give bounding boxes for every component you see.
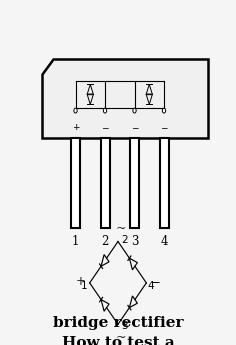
Bar xyxy=(71,138,80,228)
Text: −: − xyxy=(131,123,138,132)
Text: ~: ~ xyxy=(116,221,126,235)
Text: −: − xyxy=(101,123,109,132)
Circle shape xyxy=(103,108,107,113)
Polygon shape xyxy=(42,59,208,138)
Bar xyxy=(130,138,139,228)
Text: −: − xyxy=(160,123,168,132)
Text: 1: 1 xyxy=(81,282,88,291)
Text: +: + xyxy=(72,123,79,132)
Text: ~: ~ xyxy=(116,331,126,344)
Text: 2: 2 xyxy=(122,235,128,245)
Circle shape xyxy=(74,108,77,113)
Text: 2: 2 xyxy=(101,235,109,248)
Text: How to test a: How to test a xyxy=(62,336,174,345)
Circle shape xyxy=(162,108,166,113)
Text: 3: 3 xyxy=(122,321,128,331)
Text: 4: 4 xyxy=(160,235,168,248)
Bar xyxy=(160,138,169,228)
Text: +: + xyxy=(76,275,85,288)
Text: 3: 3 xyxy=(131,235,138,248)
Text: bridge rectifier: bridge rectifier xyxy=(53,316,183,330)
Circle shape xyxy=(133,108,136,113)
Bar xyxy=(101,138,110,228)
Text: 4: 4 xyxy=(148,282,154,291)
Text: 1: 1 xyxy=(72,235,79,248)
Text: −: − xyxy=(151,275,160,288)
